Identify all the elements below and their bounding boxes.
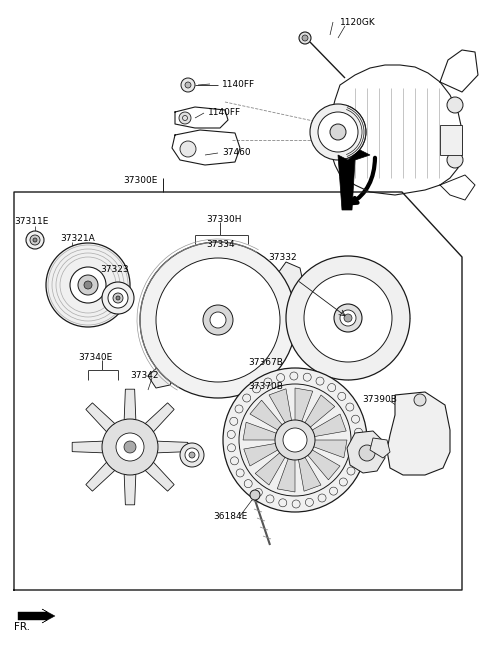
Circle shape: [318, 112, 358, 152]
Text: 37321A: 37321A: [60, 234, 95, 243]
Circle shape: [185, 82, 191, 88]
Circle shape: [302, 35, 308, 41]
Polygon shape: [86, 403, 115, 432]
Circle shape: [181, 78, 195, 92]
Polygon shape: [387, 392, 450, 475]
Circle shape: [304, 274, 392, 362]
Text: 37367B: 37367B: [248, 358, 283, 367]
Text: 37460: 37460: [222, 148, 251, 157]
Text: 37330H: 37330H: [206, 215, 241, 224]
Circle shape: [30, 235, 40, 245]
Polygon shape: [305, 414, 346, 438]
Polygon shape: [295, 388, 313, 429]
Text: 37390B: 37390B: [362, 395, 397, 404]
Text: 37323: 37323: [100, 265, 129, 274]
Polygon shape: [250, 400, 288, 434]
Polygon shape: [255, 448, 289, 485]
Circle shape: [340, 310, 356, 326]
Text: 37334: 37334: [206, 240, 235, 249]
Text: 36184E: 36184E: [213, 512, 247, 521]
Circle shape: [179, 112, 191, 124]
Text: 37332: 37332: [268, 253, 297, 262]
Circle shape: [102, 282, 134, 314]
Polygon shape: [86, 462, 115, 491]
Circle shape: [223, 368, 367, 512]
Circle shape: [299, 32, 311, 44]
Circle shape: [116, 296, 120, 300]
Text: 37300E: 37300E: [123, 176, 157, 185]
Circle shape: [189, 452, 195, 458]
Circle shape: [283, 428, 307, 452]
Circle shape: [275, 420, 315, 460]
Circle shape: [414, 394, 426, 406]
Circle shape: [286, 256, 410, 380]
Text: 37311E: 37311E: [14, 217, 48, 226]
Circle shape: [33, 238, 37, 242]
Circle shape: [447, 97, 463, 113]
Text: 37342: 37342: [130, 371, 158, 380]
Polygon shape: [273, 262, 303, 295]
Circle shape: [102, 419, 158, 475]
Circle shape: [124, 441, 136, 453]
Polygon shape: [338, 150, 370, 210]
Polygon shape: [370, 438, 390, 458]
Circle shape: [108, 288, 128, 308]
Polygon shape: [18, 609, 55, 623]
Polygon shape: [148, 360, 176, 388]
Polygon shape: [301, 395, 335, 432]
Circle shape: [70, 267, 106, 303]
Text: FR.: FR.: [14, 622, 30, 632]
Polygon shape: [244, 442, 285, 466]
Polygon shape: [269, 389, 293, 430]
Bar: [440, 125, 462, 155]
Circle shape: [334, 304, 362, 332]
Circle shape: [185, 448, 199, 462]
Circle shape: [46, 243, 130, 327]
Text: 1120GK: 1120GK: [340, 18, 376, 27]
Polygon shape: [297, 451, 321, 491]
Polygon shape: [157, 441, 188, 453]
Circle shape: [140, 242, 296, 398]
Text: 1140FF: 1140FF: [222, 80, 255, 89]
Polygon shape: [124, 389, 136, 420]
Circle shape: [180, 141, 196, 157]
Text: 37340E: 37340E: [78, 353, 112, 362]
Circle shape: [210, 312, 226, 328]
Polygon shape: [72, 441, 103, 453]
Polygon shape: [243, 422, 284, 440]
Polygon shape: [303, 446, 340, 480]
Circle shape: [447, 152, 463, 168]
Circle shape: [180, 443, 204, 467]
Circle shape: [84, 281, 92, 289]
Circle shape: [113, 293, 123, 303]
Circle shape: [310, 104, 366, 160]
Circle shape: [250, 490, 260, 500]
Polygon shape: [145, 403, 174, 432]
Circle shape: [78, 275, 98, 295]
Circle shape: [26, 231, 44, 249]
Polygon shape: [347, 431, 385, 473]
Circle shape: [330, 124, 346, 140]
Circle shape: [156, 258, 280, 382]
Circle shape: [344, 314, 352, 322]
Polygon shape: [124, 474, 136, 505]
Circle shape: [203, 305, 233, 335]
Text: 1140FF: 1140FF: [208, 108, 241, 117]
Text: 37370B: 37370B: [248, 382, 283, 391]
Polygon shape: [145, 462, 174, 491]
Polygon shape: [277, 451, 295, 492]
Polygon shape: [306, 440, 347, 458]
Circle shape: [359, 445, 375, 461]
Circle shape: [116, 433, 144, 461]
